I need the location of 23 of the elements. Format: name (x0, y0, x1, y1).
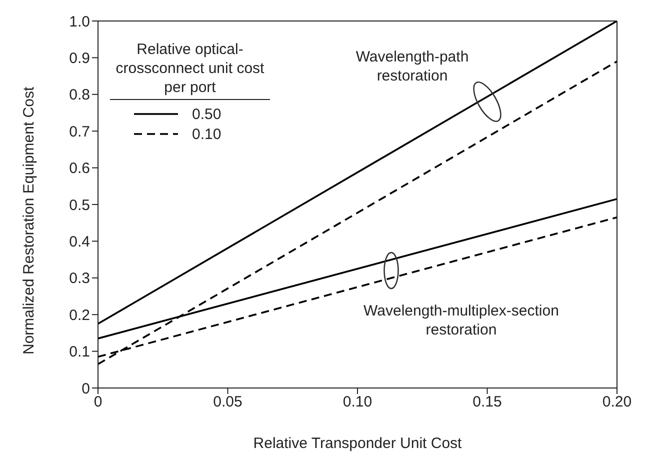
x-tick-label: 0 (94, 394, 102, 411)
y-tick-label: 0.6 (69, 160, 90, 178)
x-tick-label: 0.20 (602, 394, 632, 411)
y-tick-label: 0.2 (69, 306, 90, 324)
y-axis-title: Normalized Restoration Equipment Cost (20, 86, 38, 354)
x-tick-label: 0.05 (213, 394, 242, 411)
y-tick-label: 0.4 (69, 234, 90, 251)
x-tick-label: 0.15 (472, 394, 502, 411)
annotation: Wavelength-path restoration (356, 48, 469, 85)
y-tick-label: 0.5 (69, 196, 90, 214)
y-tick-label: 0 (82, 380, 90, 398)
y-tick-label: 0.9 (69, 50, 90, 68)
y-tick-label: 0.1 (69, 344, 90, 361)
x-axis-title: Relative Transponder Unit Cost (253, 435, 463, 452)
y-tick-label: 0.3 (69, 270, 90, 288)
legend-label: 0.10 (192, 126, 222, 142)
annotation: Wavelength-multiplex-section restoration (364, 302, 559, 339)
x-tick-label: 0.10 (342, 394, 372, 411)
legend-title: Relative optical-crossconnect unit cost per port (114, 40, 266, 97)
y-tick-label: 0.7 (69, 123, 90, 140)
legend-label: 0.50 (192, 106, 222, 122)
y-tick-label: 1.0 (69, 13, 90, 30)
y-tick-label: 0.8 (69, 86, 90, 104)
